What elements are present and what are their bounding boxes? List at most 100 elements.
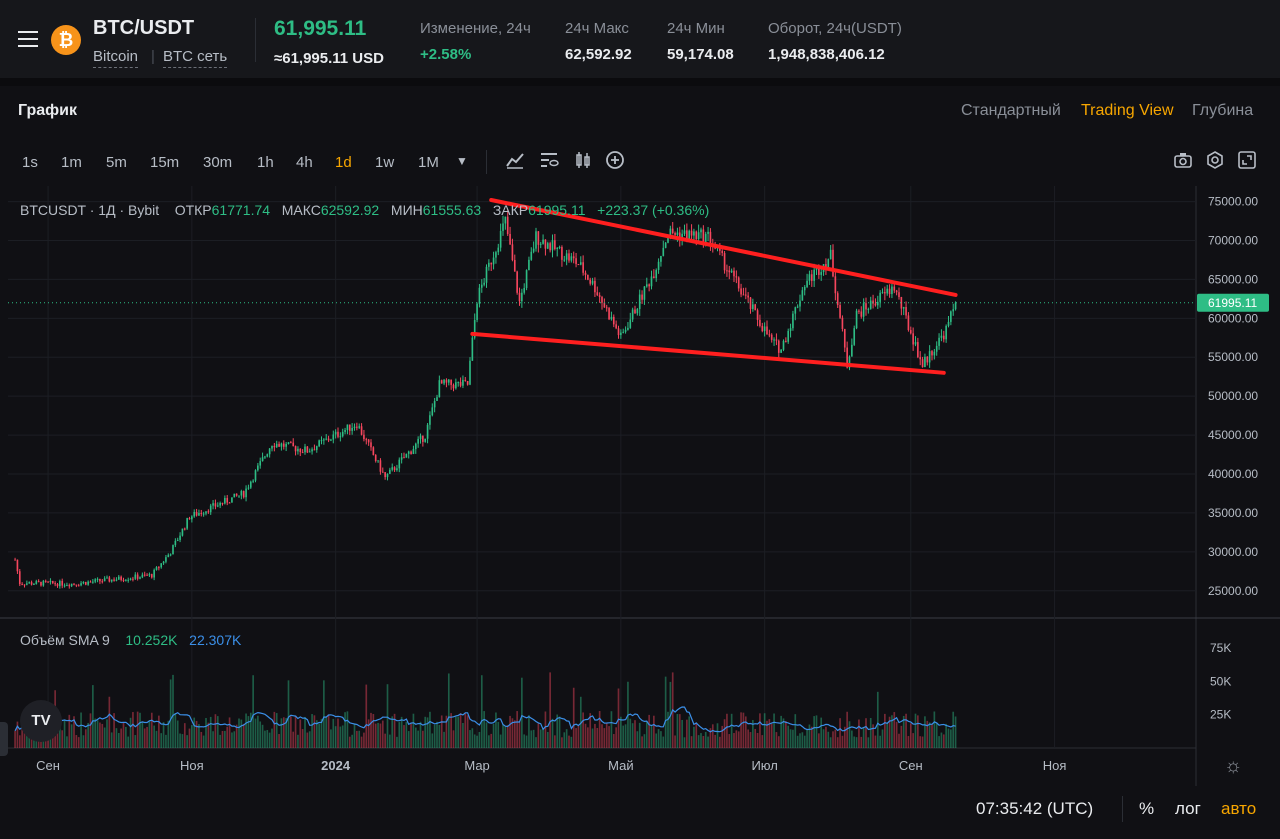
- candle-body: [664, 242, 667, 248]
- candle-body: [601, 297, 603, 303]
- candle-body: [228, 502, 231, 504]
- candle-body: [129, 578, 132, 580]
- candle-body: [488, 262, 490, 267]
- camera-icon[interactable]: [1172, 150, 1194, 172]
- caret-down-icon[interactable]: ▼: [456, 154, 468, 168]
- log-scale-button[interactable]: лог: [1175, 799, 1201, 818]
- candle-body: [707, 231, 709, 234]
- candle-body: [89, 581, 92, 583]
- percent-scale-button[interactable]: %: [1139, 799, 1155, 818]
- candle-body: [327, 438, 330, 441]
- candle-body: [315, 446, 318, 450]
- volume-tick-label: 25K: [1210, 708, 1231, 722]
- candle-body: [886, 288, 889, 294]
- volume-bar: [787, 725, 790, 748]
- volume-bar: [888, 716, 891, 748]
- volume-bar: [292, 731, 295, 748]
- candle-body: [40, 581, 42, 586]
- coin-name-link[interactable]: Bitcoin: [93, 48, 139, 68]
- timeframe-15m[interactable]: 15m: [150, 154, 180, 171]
- volume-bar: [851, 730, 853, 748]
- volume-bar: [297, 734, 299, 748]
- legend-symbol[interactable]: BTCUSDT · 1Д · Bybit: [20, 202, 160, 218]
- candle-body: [747, 295, 749, 298]
- y-tick-label: 50000.00: [1208, 389, 1258, 403]
- volume-sma-line: [14, 706, 956, 733]
- candle-body: [70, 583, 73, 587]
- volume-bar: [198, 724, 200, 748]
- timeframe-4h[interactable]: 4h: [296, 154, 313, 171]
- volume-bar: [103, 727, 106, 748]
- candle-body: [773, 339, 775, 341]
- candle-body: [700, 229, 702, 233]
- network-link[interactable]: BTC сеть: [163, 48, 228, 68]
- add-icon[interactable]: [604, 150, 626, 172]
- candle-body: [150, 574, 153, 578]
- candle-body: [268, 448, 271, 455]
- volume-bar: [610, 711, 613, 748]
- auto-scale-button[interactable]: авто: [1221, 799, 1257, 818]
- timeframe-1h[interactable]: 1h: [257, 154, 274, 171]
- volume-bar: [907, 736, 910, 748]
- candle-body: [110, 579, 113, 582]
- timeframe-30m[interactable]: 30m: [203, 154, 233, 171]
- volume-bar: [735, 730, 738, 748]
- timeframe-1M[interactable]: 1M: [418, 154, 439, 171]
- timeframe-1s[interactable]: 1s: [22, 154, 38, 171]
- volume-bar: [499, 734, 502, 748]
- candle-body: [921, 359, 924, 368]
- tab-depth[interactable]: Глубина: [1192, 102, 1254, 119]
- candle-type-icon[interactable]: [572, 150, 594, 172]
- candle-body: [683, 230, 686, 234]
- candle-body: [554, 240, 556, 249]
- volume-bar: [681, 719, 683, 748]
- volume-bar: [110, 732, 113, 748]
- volume-bar: [660, 731, 662, 748]
- tab-standard[interactable]: Стандартный: [961, 102, 1061, 119]
- timeframe-1w[interactable]: 1w: [375, 154, 395, 171]
- volume-bar: [478, 731, 481, 748]
- indicator-icon[interactable]: [504, 150, 526, 172]
- volume-bar: [106, 719, 108, 748]
- candle-body: [888, 288, 891, 295]
- eye-list-icon[interactable]: [538, 150, 560, 172]
- volume-bar: [313, 715, 316, 748]
- candle-body: [134, 574, 137, 579]
- legend-low: 61555.63: [422, 202, 482, 218]
- candle-body: [881, 292, 884, 294]
- volume-bar: [353, 724, 356, 748]
- candle-body: [834, 276, 837, 294]
- volume-legend-label[interactable]: Объём SMA 9: [20, 632, 110, 648]
- volume-bar: [84, 729, 87, 748]
- tab-tradingview[interactable]: Trading View: [1081, 102, 1174, 119]
- candle-body: [761, 325, 764, 332]
- candlestick-chart[interactable]: 75000.00 70000.00 65000.00 60000.00 55000.00…: [0, 186, 1280, 786]
- settings-hex-icon[interactable]: [1204, 150, 1226, 172]
- volume-bar: [796, 735, 799, 748]
- candle-body: [323, 439, 325, 441]
- menu-icon[interactable]: [18, 31, 38, 52]
- volume-bar: [544, 711, 547, 748]
- candle-body: [136, 574, 139, 579]
- candle-body: [92, 581, 94, 583]
- candle-body: [495, 252, 497, 258]
- volume-bar: [278, 734, 280, 748]
- volume-bar: [782, 718, 785, 748]
- timeframe-1m[interactable]: 1m: [61, 154, 82, 171]
- volume-bar: [367, 719, 370, 748]
- candle-body: [836, 293, 839, 306]
- side-panel-toggle[interactable]: [0, 722, 8, 756]
- legend-high-label: МАКС: [281, 202, 321, 218]
- volume-bar: [912, 733, 914, 748]
- volume-bar: [318, 723, 320, 748]
- settings-gear-icon[interactable]: ☼: [1224, 755, 1243, 777]
- utc-clock[interactable]: 07:35:42 (UTC): [976, 799, 1094, 818]
- tradingview-logo-icon[interactable]: TV: [20, 700, 62, 742]
- timeframe-5m[interactable]: 5m: [106, 154, 127, 171]
- fullscreen-icon[interactable]: [1236, 150, 1258, 172]
- timeframe-1d[interactable]: 1d: [335, 154, 352, 171]
- pair-title[interactable]: BTC/USDT: [93, 17, 195, 39]
- stat-label-turnover: Оборот, 24ч(USDT): [768, 20, 902, 37]
- volume-bar: [61, 730, 64, 748]
- candle-body: [591, 280, 594, 284]
